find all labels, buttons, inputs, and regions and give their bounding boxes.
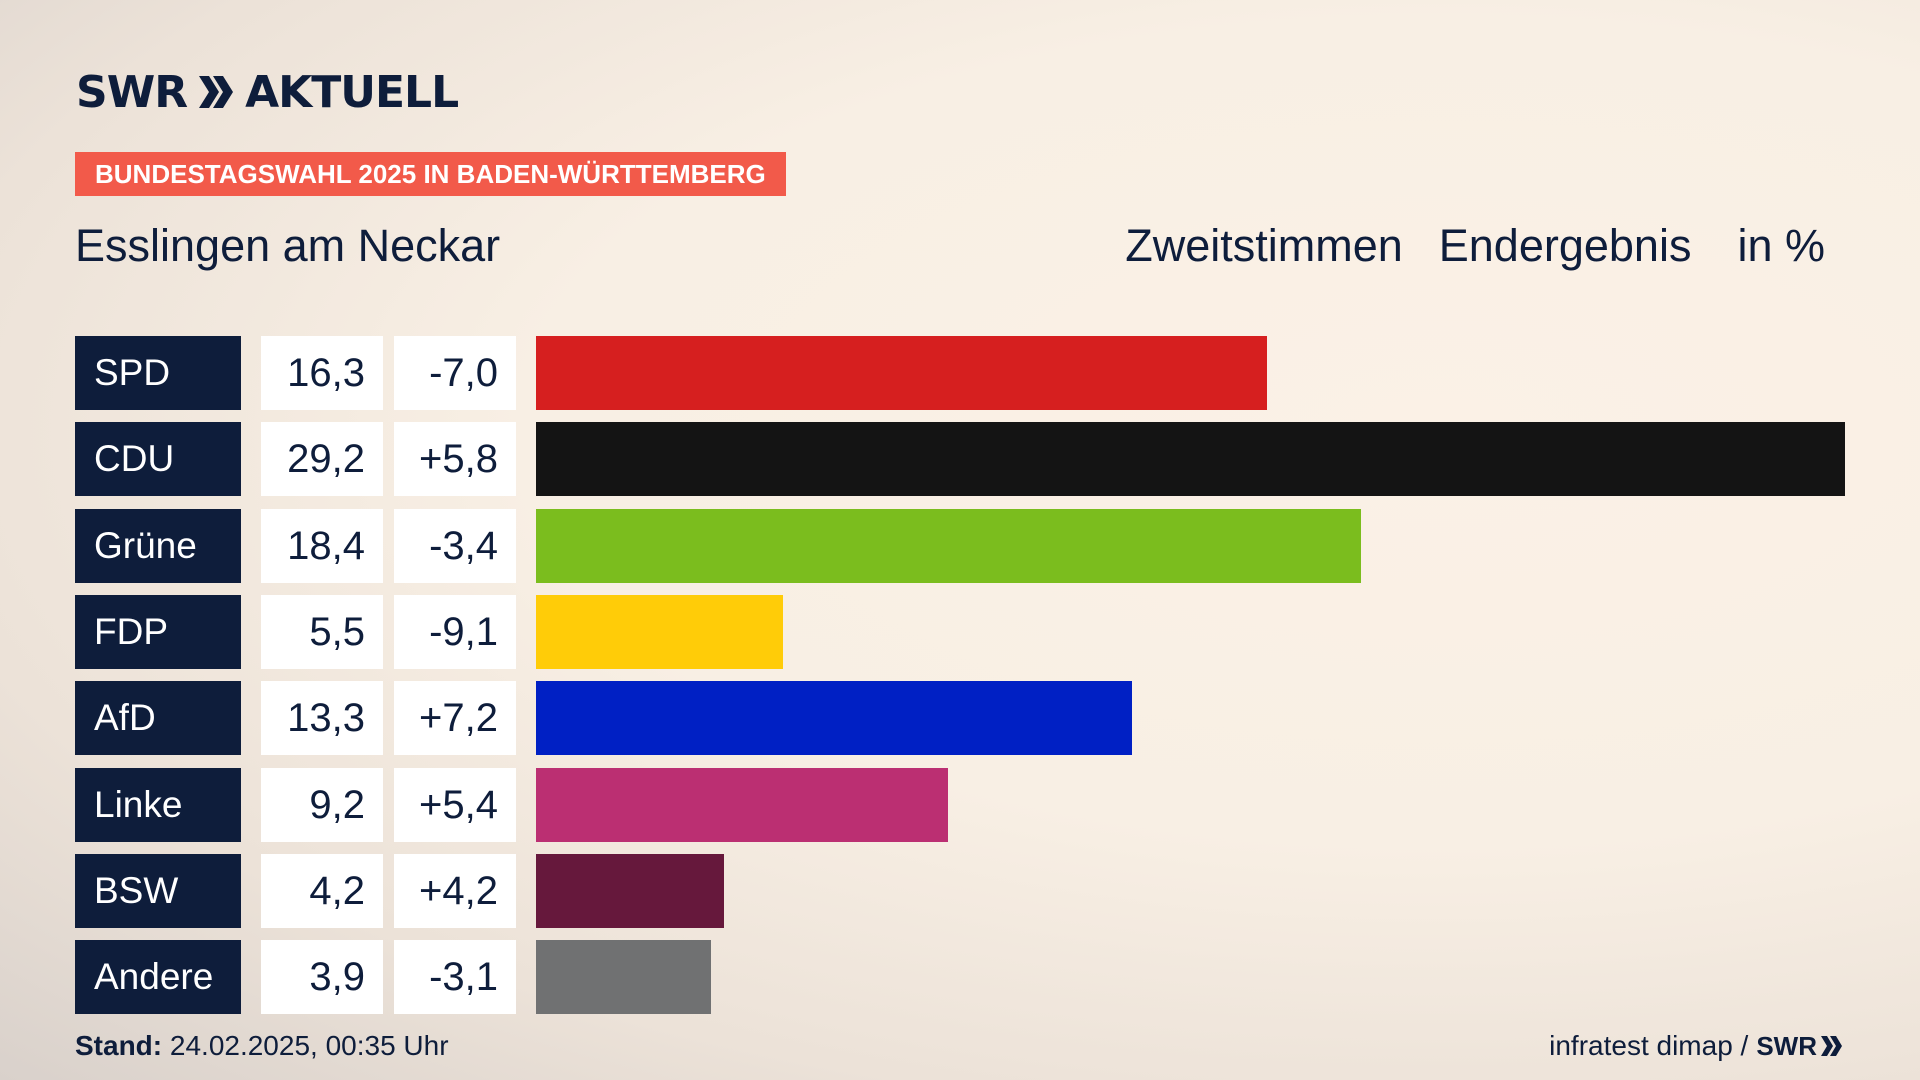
- bar: [536, 336, 1267, 410]
- party-label: Andere: [75, 940, 241, 1015]
- election-banner: BUNDESTAGSWAHL 2025 IN BADEN-WÜRTTEMBERG: [75, 152, 786, 196]
- bar: [536, 594, 783, 669]
- party-label: SPD: [75, 336, 241, 410]
- party-label: Grüne: [75, 508, 241, 583]
- diff-label: +4,2: [394, 853, 516, 928]
- vote-type-label: Zweitstimmen: [1125, 220, 1403, 271]
- swr-small-logo: SWR: [1756, 1031, 1844, 1062]
- chart-row: Andere 3,9 -3,1: [0, 940, 1920, 1015]
- chart-header: Zweitstimmen Endergebnis in %: [1125, 220, 1825, 272]
- diff-label: +5,8: [394, 422, 516, 497]
- diff-label: +5,4: [394, 767, 516, 842]
- party-label: FDP: [75, 594, 241, 669]
- bar: [536, 767, 948, 842]
- small-logo-text: SWR: [1756, 1030, 1817, 1061]
- logo-swr-text: SWR: [76, 66, 188, 118]
- party-label: BSW: [75, 853, 241, 928]
- party-label: CDU: [75, 422, 241, 497]
- small-double-chevron-icon: [1821, 1036, 1842, 1056]
- stand-label: Stand:: [75, 1030, 163, 1061]
- value-label: 29,2: [261, 422, 383, 497]
- chart-row: BSW 4,2 +4,2: [0, 853, 1920, 928]
- bar: [536, 853, 724, 928]
- chart-row: FDP 5,5 -9,1: [0, 594, 1920, 669]
- chart-row: CDU 29,2 +5,8: [0, 422, 1920, 497]
- value-label: 3,9: [261, 940, 383, 1015]
- region-title: Esslingen am Neckar: [75, 220, 501, 271]
- swr-aktuell-logo: SWR AKTUELL: [76, 64, 459, 120]
- bar: [536, 681, 1132, 756]
- double-chevron-icon: [199, 76, 234, 108]
- logo-aktuell-text: AKTUELL: [245, 66, 459, 118]
- value-label: 13,3: [261, 681, 383, 756]
- diff-label: -3,4: [394, 508, 516, 583]
- diff-label: +7,2: [394, 681, 516, 756]
- diff-label: -3,1: [394, 940, 516, 1015]
- unit-label: in %: [1737, 220, 1825, 271]
- party-label: Linke: [75, 767, 241, 842]
- diff-label: -7,0: [394, 336, 516, 410]
- value-label: 4,2: [261, 853, 383, 928]
- value-label: 18,4: [261, 508, 383, 583]
- bar: [536, 422, 1845, 497]
- chart-row: SPD 16,3 -7,0: [0, 336, 1920, 410]
- bar: [536, 508, 1361, 583]
- chart-row: Grüne 18,4 -3,4: [0, 508, 1920, 583]
- value-label: 5,5: [261, 594, 383, 669]
- party-label: AfD: [75, 681, 241, 756]
- chart-row: Linke 9,2 +5,4: [0, 767, 1920, 842]
- source-text: infratest dimap /: [1549, 1030, 1749, 1061]
- result-status-label: Endergebnis: [1438, 220, 1692, 271]
- timestamp: Stand: 24.02.2025, 00:35 Uhr: [75, 1030, 449, 1062]
- chart-row: AfD 13,3 +7,2: [0, 681, 1920, 756]
- diff-label: -9,1: [394, 594, 516, 669]
- value-label: 9,2: [261, 767, 383, 842]
- stand-value: 24.02.2025, 00:35 Uhr: [169, 1030, 449, 1061]
- value-label: 16,3: [261, 336, 383, 410]
- bar: [536, 940, 711, 1015]
- source-credit: infratest dimap / SWR: [1549, 1030, 1844, 1062]
